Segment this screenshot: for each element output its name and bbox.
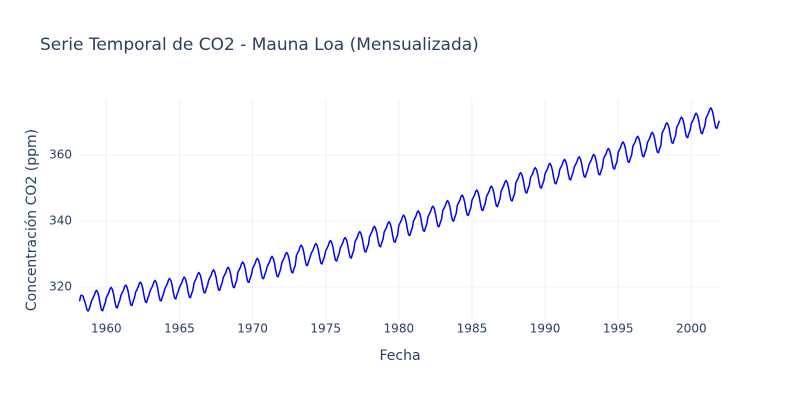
- y-tick-label: 360: [49, 148, 72, 162]
- x-tick-label: 2000: [676, 322, 707, 336]
- y-tick-label: 340: [49, 214, 72, 228]
- y-axis-title: Concentración CO2 (ppm): [24, 129, 40, 311]
- x-tick-label: 1980: [384, 322, 415, 336]
- x-axis-title: Fecha: [379, 348, 420, 364]
- chart-title: Serie Temporal de CO2 - Mauna Loa (Mensu…: [40, 35, 479, 55]
- x-tick-label: 1965: [164, 322, 195, 336]
- x-tick-label: 1990: [530, 322, 561, 336]
- x-tick-label: 1960: [91, 322, 122, 336]
- data-line: [78, 107, 721, 312]
- x-tick-label: 1970: [237, 322, 268, 336]
- x-tick-label: 1995: [603, 322, 634, 336]
- x-tick-label: 1985: [457, 322, 488, 336]
- x-tick-label: 1975: [310, 322, 341, 336]
- y-tick-label: 320: [49, 280, 72, 294]
